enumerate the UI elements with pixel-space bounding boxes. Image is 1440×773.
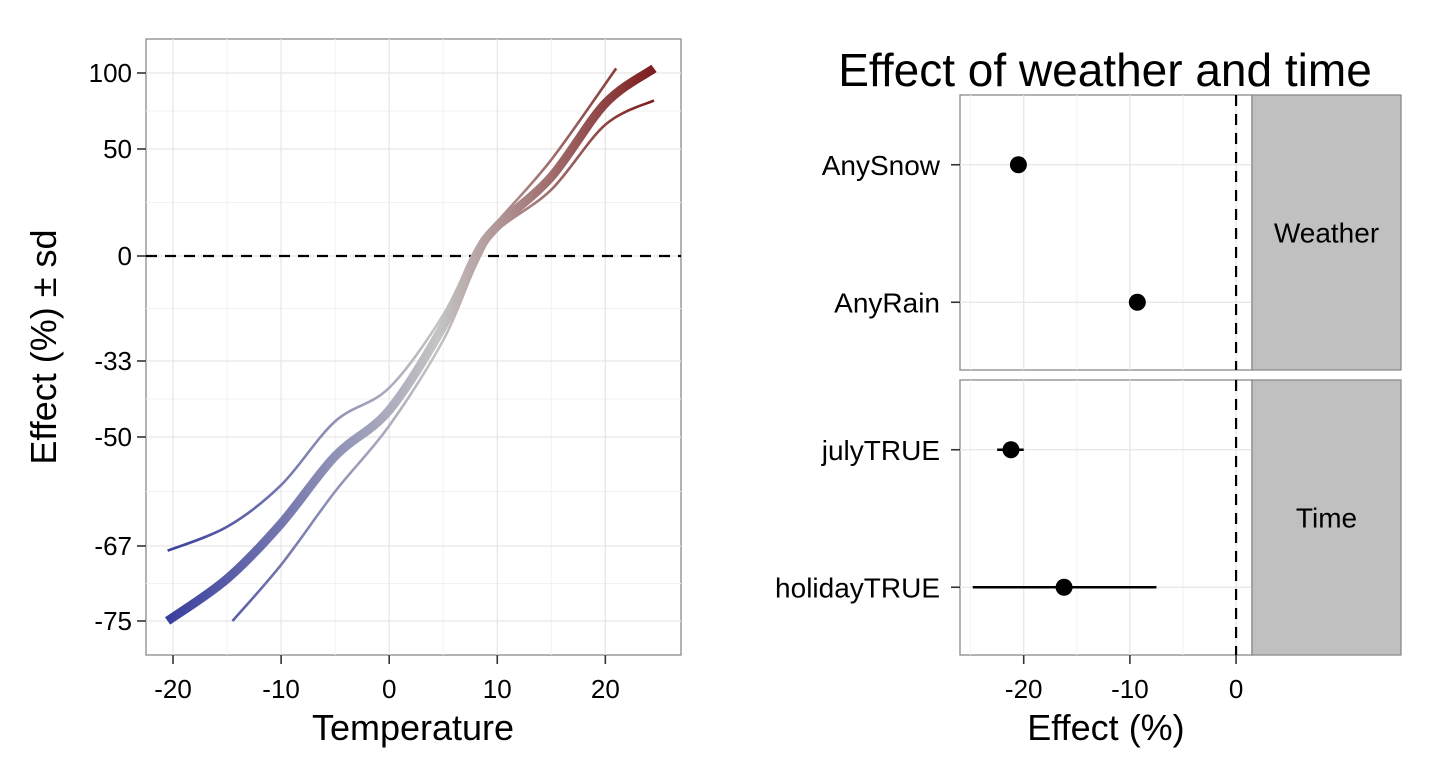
point-AnyRain — [1128, 293, 1146, 311]
left-y-tick-label: -67 — [94, 531, 132, 561]
point-julyTRUE — [1002, 441, 1020, 459]
right-x-tick-label: -20 — [1005, 674, 1043, 704]
right-x-tick-label: -10 — [1111, 674, 1149, 704]
category-label: AnyRain — [834, 287, 940, 318]
right-x-axis-title: Effect (%) — [1027, 707, 1184, 748]
category-label: julyTRUE — [821, 435, 940, 466]
facet-strip — [1251, 94, 1402, 371]
right-x-tick-label: 0 — [1229, 674, 1243, 704]
left-x-tick-label: 20 — [591, 674, 620, 704]
left-y-tick-label: 0 — [118, 241, 132, 271]
left-y-tick-label: 100 — [89, 58, 132, 88]
temperature-series — [165, 64, 657, 625]
left-x-axis-ticks: -20 -10 0 10 20 — [154, 655, 620, 704]
temperature-effect-panel: 100 50 0 -33 -50 -67 -75 -20 -10 0 10 20 Temperatu… — [23, 38, 682, 748]
facet-plot-frame — [959, 379, 1253, 656]
facet-plot-frame — [959, 94, 1253, 371]
left-y-tick-label: -75 — [94, 606, 132, 636]
facet-time: julyTRUE holidayTRUE Time — [775, 379, 1402, 656]
left-y-tick-label: 50 — [103, 134, 132, 164]
weather-time-panel: Effect of weather and time AnySnow AnyRai… — [775, 44, 1402, 748]
facet-strip-label: Weather — [1274, 218, 1379, 249]
category-label: AnySnow — [822, 150, 941, 181]
point-holidayTRUE — [1055, 578, 1073, 596]
left-y-tick-label: -50 — [94, 422, 132, 452]
left-x-tick-label: 10 — [483, 674, 512, 704]
right-x-axis-ticks: -20 -10 0 — [1005, 655, 1243, 704]
facet-panels: AnySnow AnyRain Weather julyTRUE holidayTRUE… — [775, 94, 1402, 656]
series-estimate-line — [165, 64, 657, 625]
facet-strip-label: Time — [1296, 503, 1357, 534]
series-lower-line — [231, 99, 655, 622]
point-AnySnow — [1009, 156, 1027, 174]
category-label: holidayTRUE — [775, 572, 940, 603]
series-upper-line — [167, 67, 618, 552]
left-plot-frame — [145, 38, 682, 656]
left-x-tick-label: -20 — [154, 674, 192, 704]
right-chart-title: Effect of weather and time — [838, 44, 1372, 96]
facet-weather: AnySnow AnyRain Weather — [822, 94, 1402, 371]
facet-strip — [1251, 379, 1402, 656]
left-x-tick-label: -10 — [262, 674, 300, 704]
left-x-tick-label: 0 — [382, 674, 396, 704]
left-y-tick-label: -33 — [94, 346, 132, 376]
left-x-axis-title: Temperature — [312, 707, 514, 748]
left-y-axis-title: Effect (%) ± sd — [23, 229, 64, 464]
left-y-axis-ticks: 100 50 0 -33 -50 -67 -75 — [89, 58, 146, 636]
